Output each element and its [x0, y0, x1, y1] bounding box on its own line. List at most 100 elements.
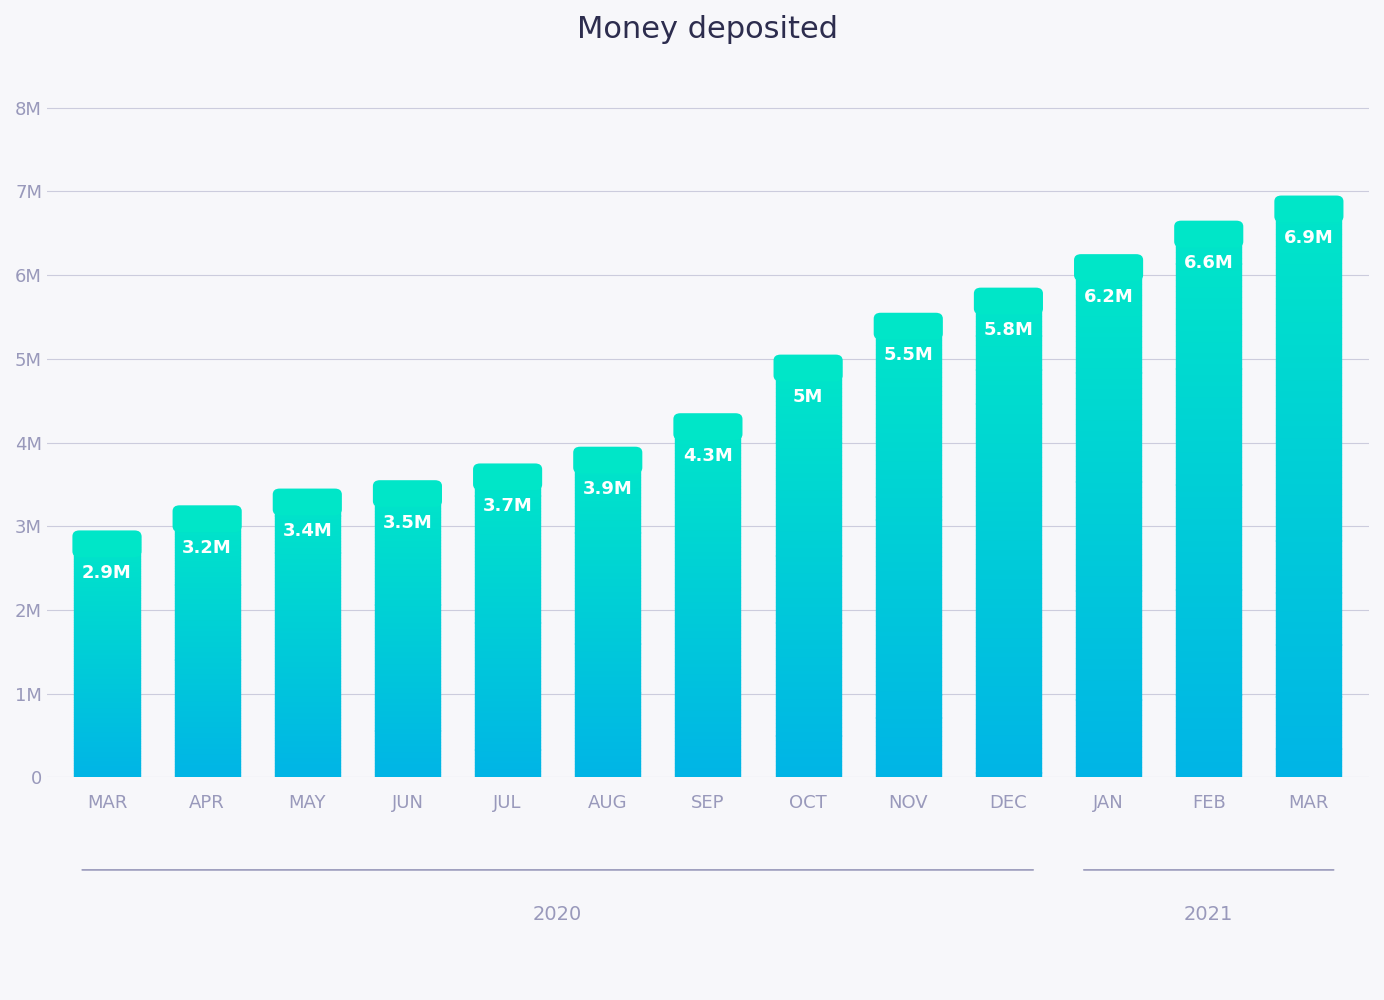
Bar: [375, 558, 440, 561]
Bar: [675, 745, 740, 749]
Bar: [1075, 331, 1142, 336]
Bar: [976, 297, 1041, 302]
Bar: [375, 772, 440, 774]
Bar: [375, 634, 440, 637]
Bar: [1075, 565, 1142, 570]
Bar: [775, 497, 840, 501]
Bar: [1276, 581, 1341, 587]
Bar: [576, 588, 641, 591]
Bar: [1276, 691, 1341, 697]
Bar: [1176, 656, 1241, 661]
Bar: [775, 631, 840, 635]
Bar: [976, 549, 1041, 554]
Bar: [775, 572, 840, 576]
Bar: [174, 649, 239, 651]
Bar: [876, 676, 941, 681]
Bar: [976, 578, 1041, 583]
Bar: [1075, 383, 1142, 388]
Bar: [876, 427, 941, 432]
Bar: [976, 661, 1041, 666]
Bar: [174, 756, 239, 759]
Bar: [375, 628, 440, 631]
Bar: [475, 505, 540, 508]
Bar: [876, 501, 941, 506]
Bar: [1075, 424, 1142, 430]
Bar: [876, 326, 941, 331]
FancyBboxPatch shape: [573, 447, 642, 473]
Bar: [576, 484, 641, 487]
Bar: [775, 371, 840, 376]
Bar: [275, 732, 340, 735]
Bar: [475, 756, 540, 759]
Bar: [775, 522, 840, 526]
Bar: [375, 769, 440, 772]
Bar: [174, 700, 239, 702]
Bar: [576, 585, 641, 588]
Bar: [1075, 398, 1142, 404]
Bar: [1176, 623, 1241, 628]
Bar: [275, 743, 340, 746]
Bar: [174, 638, 239, 641]
Bar: [1075, 570, 1142, 575]
Bar: [75, 537, 140, 539]
Bar: [976, 637, 1041, 641]
Bar: [1075, 367, 1142, 373]
Bar: [75, 554, 140, 556]
Bar: [75, 641, 140, 644]
Bar: [876, 671, 941, 676]
Bar: [475, 567, 540, 570]
Bar: [375, 757, 440, 760]
Bar: [475, 709, 540, 712]
Bar: [475, 774, 540, 777]
Bar: [1176, 252, 1241, 258]
Bar: [1075, 705, 1142, 710]
Bar: [675, 662, 740, 666]
Text: 6.6M: 6.6M: [1183, 254, 1233, 272]
Bar: [675, 569, 740, 572]
Bar: [775, 560, 840, 564]
Bar: [275, 669, 340, 672]
Bar: [1176, 352, 1241, 357]
Bar: [174, 708, 239, 710]
Bar: [775, 706, 840, 710]
Bar: [174, 582, 239, 585]
Bar: [976, 423, 1041, 428]
Bar: [1176, 291, 1241, 297]
Bar: [375, 666, 440, 669]
Bar: [775, 551, 840, 556]
Bar: [775, 677, 840, 681]
Bar: [976, 510, 1041, 515]
Bar: [976, 588, 1041, 593]
Bar: [1276, 356, 1341, 361]
Bar: [1075, 300, 1142, 305]
Bar: [576, 738, 641, 741]
Bar: [576, 474, 641, 477]
Bar: [876, 708, 941, 713]
Bar: [475, 647, 540, 650]
Bar: [275, 775, 340, 777]
Bar: [75, 751, 140, 753]
Bar: [375, 763, 440, 766]
Bar: [375, 681, 440, 684]
Bar: [174, 705, 239, 708]
Bar: [1276, 731, 1341, 737]
Bar: [475, 666, 540, 669]
Bar: [1075, 580, 1142, 585]
Bar: [1176, 225, 1241, 230]
Bar: [174, 678, 239, 681]
Bar: [75, 702, 140, 705]
Bar: [375, 517, 440, 520]
Bar: [1176, 551, 1241, 556]
Bar: [375, 675, 440, 678]
Bar: [375, 561, 440, 563]
Bar: [976, 374, 1041, 379]
Bar: [876, 648, 941, 653]
Bar: [174, 641, 239, 643]
Bar: [576, 523, 641, 526]
Bar: [976, 535, 1041, 539]
Bar: [876, 593, 941, 598]
Bar: [1176, 473, 1241, 479]
Bar: [375, 578, 440, 581]
Bar: [475, 502, 540, 505]
Bar: [174, 764, 239, 767]
